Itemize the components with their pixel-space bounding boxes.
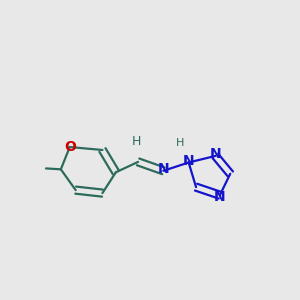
Text: N: N [158, 162, 169, 176]
Text: N: N [183, 154, 194, 168]
Text: O: O [64, 140, 76, 154]
Text: H: H [132, 135, 141, 148]
Text: N: N [214, 190, 226, 204]
Text: H: H [176, 139, 184, 148]
Text: N: N [210, 148, 221, 161]
